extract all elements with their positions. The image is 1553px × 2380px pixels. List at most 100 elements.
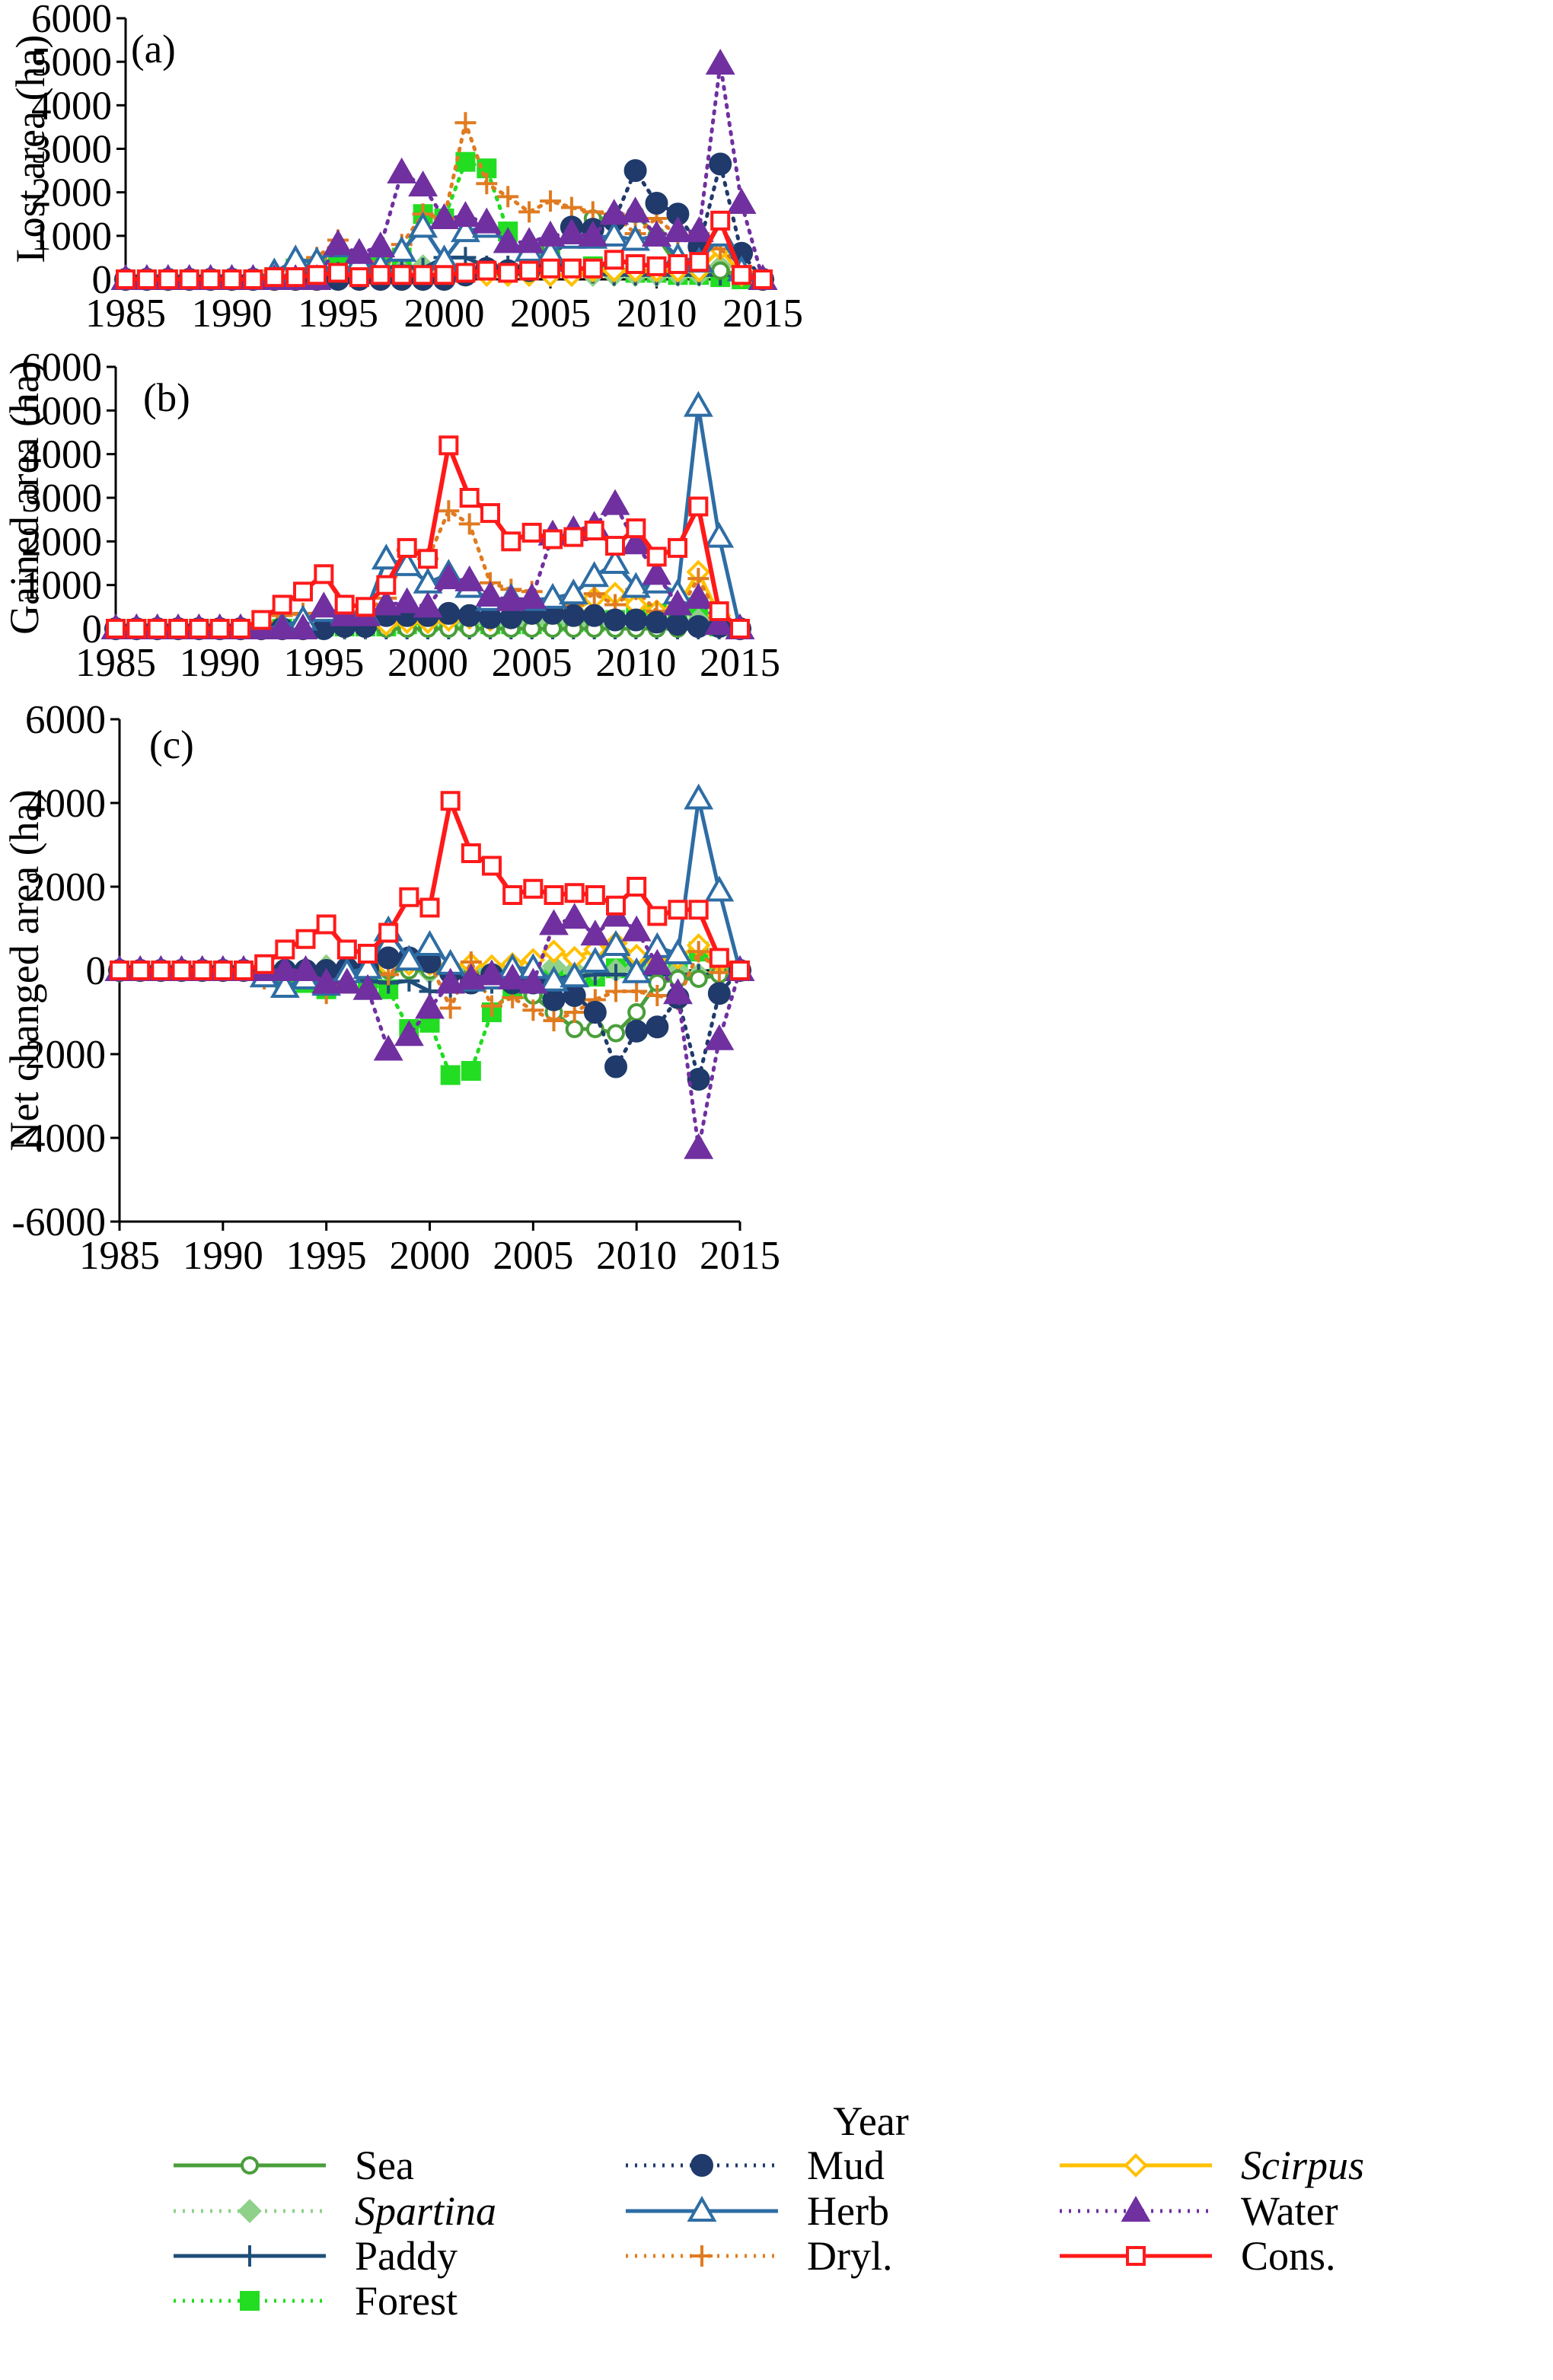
point-herb [601, 929, 631, 956]
point-mud [645, 191, 668, 215]
point-water [450, 201, 480, 228]
legend-label: Sea [355, 2143, 414, 2188]
legend-item-sea: Sea [174, 2143, 414, 2188]
point-cons [209, 619, 230, 639]
point-water [620, 196, 651, 223]
point-cons [413, 265, 433, 285]
point-cons [328, 263, 348, 283]
point-cons [189, 619, 209, 639]
point-water [454, 565, 485, 591]
point-herb [392, 550, 423, 576]
point-cons [561, 258, 582, 279]
point-cons [646, 256, 667, 276]
legend-marker [241, 2156, 259, 2174]
point-herb [600, 547, 630, 574]
point-sea [689, 970, 708, 988]
point-cons [275, 939, 295, 960]
point-cons [438, 435, 459, 456]
point-cons [147, 619, 167, 639]
y-tick-label: 3000 [31, 128, 112, 172]
legend-label: Dryl. [807, 2233, 892, 2279]
y-tick-label: 1000 [31, 215, 112, 259]
point-cons [254, 954, 275, 974]
x-tick-label: 1985 [79, 1234, 160, 1278]
point-cons [243, 269, 263, 289]
point-herb [560, 961, 590, 988]
point-dryl [438, 500, 460, 522]
point-cons [482, 855, 502, 876]
point-dryl [540, 190, 561, 212]
point-cons [689, 252, 710, 272]
point-water [684, 1133, 714, 1159]
x-tick-label: 1995 [286, 1234, 367, 1278]
legend-item-mud: Mud [626, 2143, 885, 2188]
point-cons [434, 265, 454, 285]
point-water [496, 585, 526, 611]
x-tick-label: 2005 [493, 1234, 573, 1278]
y-tick-label: -4000 [11, 1117, 106, 1161]
point-cons [732, 265, 752, 285]
point-sea [711, 261, 730, 280]
y-tick-label: 6000 [25, 698, 106, 742]
x-tick-label: 2015 [700, 1234, 780, 1278]
series-cons [116, 210, 773, 289]
point-water [518, 967, 548, 994]
point-herb [394, 945, 424, 971]
point-cons [585, 885, 605, 905]
y-tick-label: 6000 [21, 346, 102, 390]
point-cons [647, 906, 668, 926]
point-herb [704, 875, 735, 902]
point-cons [136, 269, 157, 289]
legend-marker [687, 2195, 717, 2222]
y-tick-label: -2000 [11, 1033, 106, 1077]
point-cons [334, 594, 355, 615]
point-water [662, 216, 693, 243]
x-tick-label: 1995 [298, 292, 378, 336]
point-cons [399, 887, 419, 907]
point-cons [501, 531, 521, 552]
point-water [578, 220, 608, 247]
point-water [433, 563, 464, 590]
point-herb [415, 929, 445, 956]
x-tick-label: 2005 [510, 292, 591, 336]
point-water [642, 948, 672, 975]
point-water [413, 591, 443, 618]
y-tick-label: 3000 [21, 476, 102, 521]
point-water [352, 973, 383, 1000]
point-water [373, 1034, 403, 1061]
panel-c: -6000 -4000 -2000 0 2000 4000 6000 1985 1990 1995… [2, 698, 780, 1278]
point-cons [709, 948, 729, 968]
point-cons [730, 961, 750, 980]
point-cons [376, 575, 397, 595]
x-tick-label: 1990 [183, 1234, 263, 1278]
point-water [365, 231, 396, 258]
point-water [387, 157, 417, 183]
point-cons [397, 537, 417, 558]
point-cons [272, 594, 292, 615]
point-herb [579, 561, 610, 588]
x-tick-label: 1985 [85, 292, 166, 336]
point-cons [502, 885, 523, 905]
y-tick-label: 2000 [25, 865, 106, 910]
y-axis-title: Lost area (ha) [8, 35, 53, 263]
point-cons [440, 791, 461, 811]
point-cons [234, 961, 254, 980]
point-water [291, 954, 320, 981]
point-water [308, 591, 339, 618]
point-mud [624, 608, 648, 632]
x-tick-label: 1995 [283, 641, 364, 685]
point-mud [604, 608, 627, 632]
point-water [556, 218, 587, 244]
point-forest [461, 1061, 481, 1081]
x-tick-label: 1985 [75, 641, 156, 685]
point-water [429, 202, 459, 229]
point-cons [668, 253, 688, 274]
panel-label: (a) [131, 27, 176, 72]
point-water [435, 967, 466, 994]
point-dryl [518, 201, 541, 223]
point-herb [539, 965, 569, 992]
x-tick-label: 2010 [596, 1234, 677, 1278]
y-tick-label: 0 [82, 607, 103, 652]
